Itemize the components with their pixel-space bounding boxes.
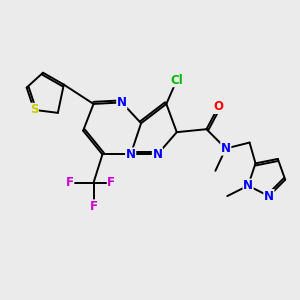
Text: Cl: Cl <box>170 74 183 87</box>
Text: F: F <box>66 176 74 189</box>
Text: F: F <box>107 176 116 189</box>
Text: N: N <box>126 148 136 161</box>
Text: N: N <box>221 142 231 155</box>
Text: N: N <box>243 179 253 192</box>
Text: N: N <box>117 96 127 109</box>
Text: N: N <box>264 190 274 202</box>
Text: F: F <box>89 200 98 213</box>
Text: S: S <box>30 103 38 116</box>
Text: O: O <box>213 100 224 113</box>
Text: N: N <box>152 148 162 161</box>
